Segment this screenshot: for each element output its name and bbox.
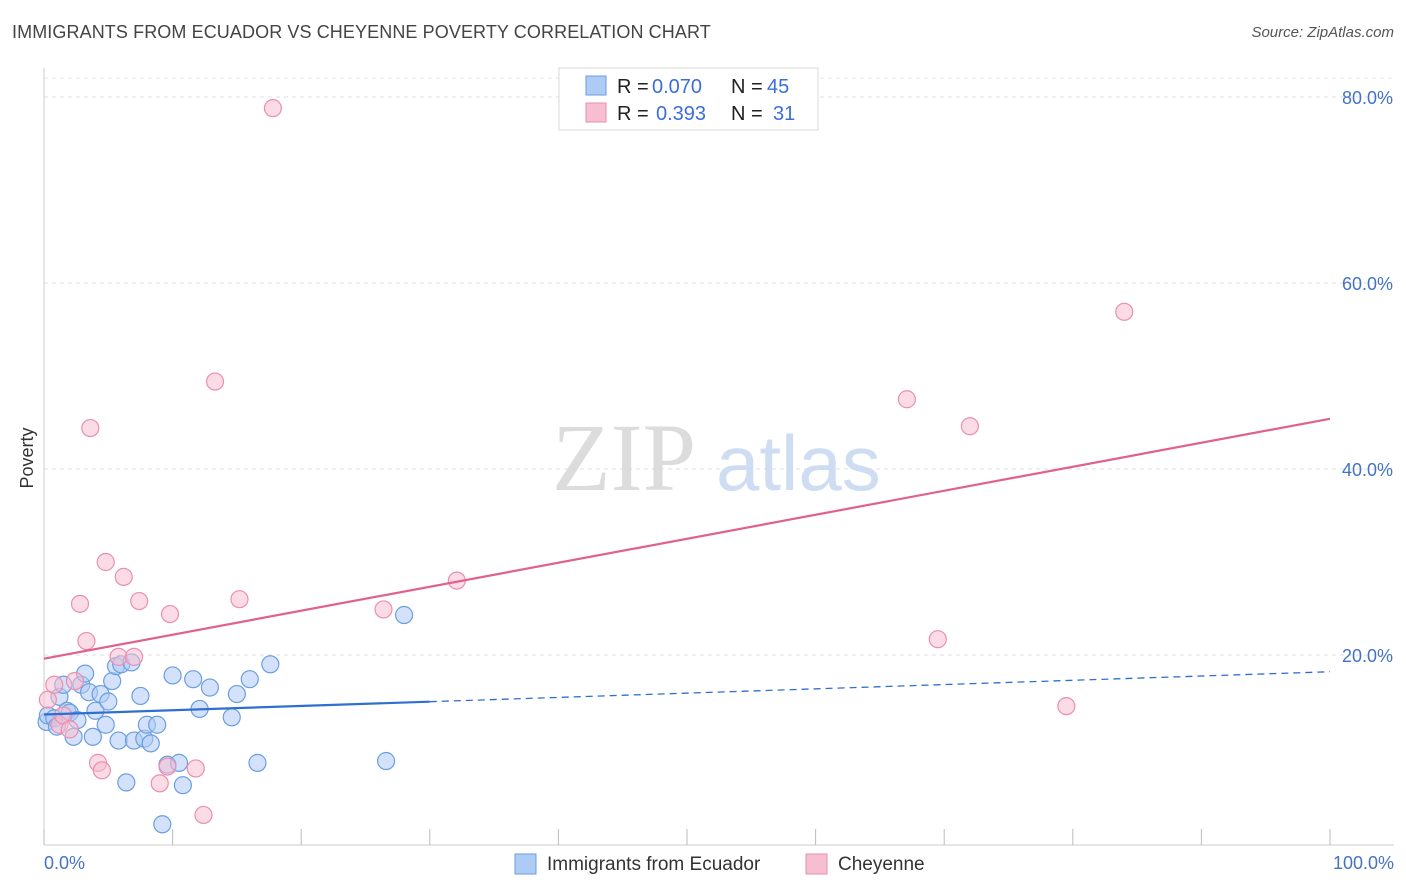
legend-bottom-label-cheyenne: Cheyenne bbox=[838, 854, 925, 875]
series-ecuador-points bbox=[37, 605, 414, 834]
legend-r-label-ecuador: R = bbox=[617, 76, 649, 98]
cheyenne-point-5 bbox=[65, 671, 84, 691]
y-tick-label-20: 20.0% bbox=[1342, 646, 1393, 666]
ecuador-point-15 bbox=[96, 715, 115, 734]
ecuador-point-16 bbox=[99, 692, 118, 711]
ecuador-point-41 bbox=[261, 655, 280, 674]
ecuador-point-33 bbox=[173, 776, 192, 795]
trendline-cheyenne bbox=[43, 417, 1331, 660]
cheyenne-point-19 bbox=[186, 759, 205, 778]
legend-bottom: Immigrants from Ecuador Cheyenne bbox=[514, 853, 925, 875]
x-tick-label-100: 100.0% bbox=[1333, 853, 1394, 873]
legend-r-value-cheyenne: 0.393 bbox=[656, 103, 706, 125]
gridlines bbox=[44, 77, 1394, 656]
ecuador-point-29 bbox=[153, 815, 172, 834]
ecuador-point-13 bbox=[86, 701, 105, 720]
ecuador-point-39 bbox=[240, 670, 259, 689]
cheyenne-point-15 bbox=[130, 591, 149, 611]
ecuador-point-19 bbox=[109, 731, 128, 750]
watermark-zip: ZIP bbox=[552, 404, 696, 511]
cheyenne-point-28 bbox=[960, 417, 980, 436]
cheyenne-point-7 bbox=[77, 631, 96, 651]
cheyenne-point-21 bbox=[205, 372, 225, 391]
legend-n-label-ecuador: N = bbox=[731, 76, 763, 98]
ecuador-point-40 bbox=[248, 753, 267, 772]
legend-swatch-ecuador bbox=[585, 75, 607, 96]
legend-r-value-ecuador: 0.070 bbox=[652, 76, 702, 98]
legend-top: R = 0.070 N = 45 R = 0.393 N = 31 bbox=[558, 67, 819, 131]
legend-n-label-cheyenne: N = bbox=[731, 103, 763, 125]
y-tick-label-60: 60.0% bbox=[1342, 274, 1393, 294]
cheyenne-point-30 bbox=[1115, 302, 1134, 321]
cheyenne-point-10 bbox=[92, 761, 111, 780]
ecuador-point-34 bbox=[184, 670, 203, 689]
watermark: ZIP atlas bbox=[552, 404, 881, 511]
ecuador-point-42 bbox=[376, 751, 396, 771]
cheyenne-point-24 bbox=[374, 600, 393, 619]
source-label: Source: ZipAtlas.com bbox=[1251, 24, 1394, 41]
y-axis-label: Poverty bbox=[17, 427, 37, 488]
cheyenne-point-27 bbox=[928, 630, 947, 649]
trendline-ecuador bbox=[43, 700, 430, 716]
cheyenne-point-6 bbox=[70, 594, 90, 613]
cheyenne-point-18 bbox=[160, 604, 180, 624]
cheyenne-point-8 bbox=[81, 418, 100, 438]
legend-bottom-label-ecuador: Immigrants from Ecuador bbox=[547, 854, 761, 875]
cheyenne-point-20 bbox=[194, 805, 213, 825]
cheyenne-point-17 bbox=[158, 757, 177, 776]
ecuador-point-43 bbox=[394, 605, 414, 625]
x-tick-label-0: 0.0% bbox=[44, 853, 85, 873]
y-tick-label-80: 80.0% bbox=[1342, 88, 1393, 108]
legend-bottom-swatch-ecuador bbox=[514, 853, 537, 875]
ecuador-point-37 bbox=[222, 708, 241, 727]
ecuador-point-17 bbox=[103, 671, 122, 691]
ecuador-point-31 bbox=[163, 666, 182, 685]
trendlines bbox=[43, 417, 1331, 716]
cheyenne-point-12 bbox=[109, 647, 128, 666]
legend-n-value-ecuador: 45 bbox=[767, 76, 789, 98]
cheyenne-point-23 bbox=[263, 99, 283, 118]
cheyenne-point-13 bbox=[114, 567, 133, 586]
cheyenne-point-11 bbox=[96, 552, 115, 572]
ecuador-point-12 bbox=[83, 727, 102, 746]
series-cheyenne-points bbox=[38, 99, 1134, 825]
cheyenne-point-4 bbox=[60, 720, 79, 739]
legend-n-value-cheyenne: 31 bbox=[773, 103, 795, 125]
cheyenne-point-1 bbox=[45, 675, 64, 694]
ecuador-point-38 bbox=[227, 684, 246, 704]
cheyenne-point-29 bbox=[1057, 697, 1076, 716]
x-ticks bbox=[43, 829, 1331, 845]
cheyenne-point-22 bbox=[230, 590, 249, 609]
cheyenne-point-26 bbox=[897, 390, 917, 409]
chart-title: IMMIGRANTS FROM ECUADOR VS CHEYENNE POVE… bbox=[12, 22, 711, 42]
y-tick-label-40: 40.0% bbox=[1342, 460, 1393, 480]
cheyenne-point-16 bbox=[150, 774, 169, 793]
ecuador-point-28 bbox=[148, 715, 167, 734]
y-tick-labels: 20.0% 40.0% 60.0% 80.0% bbox=[1342, 88, 1393, 666]
trendline-ecuador-dashed bbox=[429, 671, 1331, 703]
ecuador-point-27 bbox=[141, 734, 160, 753]
cheyenne-point-14 bbox=[124, 647, 144, 666]
ecuador-point-36 bbox=[200, 678, 219, 697]
legend-swatch-cheyenne bbox=[585, 102, 607, 123]
watermark-atlas: atlas bbox=[716, 419, 881, 507]
legend-r-label-cheyenne: R = bbox=[617, 103, 649, 125]
ecuador-point-21 bbox=[117, 773, 136, 792]
legend-bottom-swatch-cheyenne bbox=[805, 853, 828, 875]
x-tick-labels: 0.0% 100.0% bbox=[44, 853, 1394, 873]
ecuador-point-24 bbox=[131, 686, 150, 706]
